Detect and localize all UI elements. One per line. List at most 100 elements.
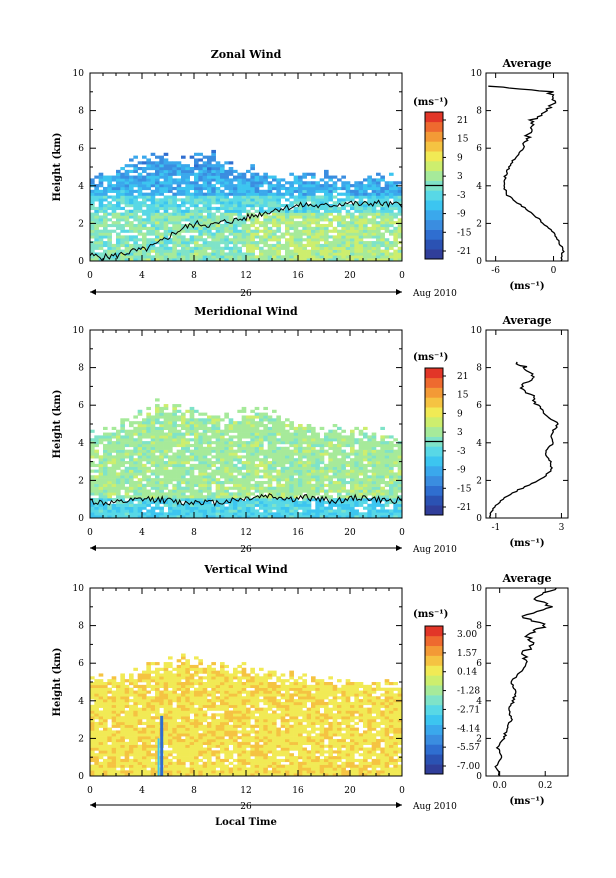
heatmap-cell — [116, 750, 121, 753]
heatmap-cell — [94, 487, 99, 490]
heatmap-cell — [372, 472, 377, 475]
heatmap-cell — [203, 495, 208, 498]
heatmap-cell — [346, 193, 351, 196]
heatmap-cell — [112, 475, 117, 478]
heatmap-cell — [172, 470, 177, 473]
heatmap-cell — [138, 201, 143, 204]
heatmap-cell — [302, 464, 307, 467]
heatmap-cell — [380, 444, 385, 447]
heatmap-cell — [294, 447, 299, 450]
heatmap-cell — [259, 430, 264, 433]
heatmap-cell — [138, 450, 143, 453]
heatmap-cell — [190, 470, 195, 473]
heatmap-cell — [233, 484, 238, 487]
heatmap-cell — [99, 748, 104, 751]
heatmap-cell — [346, 455, 351, 458]
heatmap-cell — [385, 484, 390, 487]
heatmap-cell — [337, 447, 342, 450]
heatmap-cell — [263, 235, 268, 238]
heatmap-cell — [190, 478, 195, 481]
heatmap-cell — [90, 745, 95, 748]
heatmap-cell — [125, 438, 130, 441]
heatmap-cell — [203, 512, 208, 515]
heatmap-cell — [393, 487, 398, 490]
heatmap-cell — [276, 492, 281, 495]
heatmap-cell — [380, 221, 385, 224]
heatmap-cell — [337, 438, 342, 441]
heatmap-cell — [302, 472, 307, 475]
heatmap-cell — [129, 424, 134, 427]
heatmap-cell — [138, 181, 143, 184]
heatmap-cell — [376, 444, 381, 447]
heatmap-cell — [211, 244, 216, 247]
heatmap-cell — [211, 441, 216, 444]
heatmap-cell — [151, 507, 156, 510]
heatmap-cell — [367, 450, 372, 453]
heatmap-cell — [216, 490, 221, 493]
heatmap-cell — [142, 441, 147, 444]
heatmap-cell — [298, 424, 303, 427]
heatmap-cell — [203, 418, 208, 421]
heatmap-cell — [151, 762, 156, 765]
heatmap-cell — [142, 252, 147, 255]
heatmap-cell — [229, 252, 234, 255]
heatmap-cell — [138, 190, 143, 193]
heatmap-cell — [220, 164, 225, 167]
heatmap-cell — [380, 452, 385, 455]
heatmap-cell — [255, 193, 260, 196]
heatmap-cell — [211, 213, 216, 216]
heatmap-cell — [233, 444, 238, 447]
heatmap-cell — [211, 450, 216, 453]
heatmap-cell — [99, 435, 104, 438]
heatmap-cell — [120, 195, 125, 198]
heatmap-cell — [190, 438, 195, 441]
heatmap-cell — [233, 504, 238, 507]
heatmap-cell — [90, 484, 95, 487]
heatmap-cell — [307, 509, 312, 512]
heatmap-cell — [216, 452, 221, 455]
heatmap-cell — [203, 178, 208, 181]
heatmap-cell — [103, 478, 108, 481]
heatmap-cell — [138, 173, 143, 176]
heatmap-cell — [164, 218, 169, 221]
heatmap-cell — [198, 478, 203, 481]
heatmap-cell — [359, 181, 364, 184]
heatmap-cell — [393, 215, 398, 218]
heatmap-cell — [133, 682, 138, 685]
heatmap-cell — [315, 487, 320, 490]
heatmap-cell — [198, 218, 203, 221]
heatmap-cell — [155, 458, 160, 461]
heatmap-cell — [224, 210, 229, 213]
heatmap-cell — [146, 739, 151, 742]
heatmap-cell — [350, 481, 355, 484]
heatmap-cell — [281, 430, 286, 433]
heatmap-cell — [216, 455, 221, 458]
heatmap-cell — [220, 176, 225, 179]
heatmap-cell — [242, 487, 247, 490]
heatmap-cell — [120, 710, 125, 713]
heatmap-cell — [120, 730, 125, 733]
heatmap-cell — [116, 507, 121, 510]
heatmap-cell — [211, 156, 216, 159]
heatmap-cell — [181, 450, 186, 453]
heatmap-cell — [242, 176, 247, 179]
heatmap-cell — [289, 250, 294, 253]
heatmap-cell — [155, 470, 160, 473]
heatmap-cell — [155, 181, 160, 184]
heatmap-cell — [242, 472, 247, 475]
heatmap-cell — [333, 458, 338, 461]
heatmap-cell — [151, 184, 156, 187]
heatmap-cell — [281, 455, 286, 458]
heatmap-cell — [120, 193, 125, 196]
heatmap-cell — [99, 719, 104, 722]
heatmap-cell — [207, 441, 212, 444]
heatmap-cell — [341, 193, 346, 196]
heatmap-cell — [376, 455, 381, 458]
heatmap-cell — [142, 455, 147, 458]
heatmap-cell — [229, 421, 234, 424]
heatmap-cell — [272, 512, 277, 515]
heatmap-cell — [294, 504, 299, 507]
heatmap-cell — [367, 193, 372, 196]
heatmap-cell — [181, 447, 186, 450]
heatmap-cell — [198, 413, 203, 416]
